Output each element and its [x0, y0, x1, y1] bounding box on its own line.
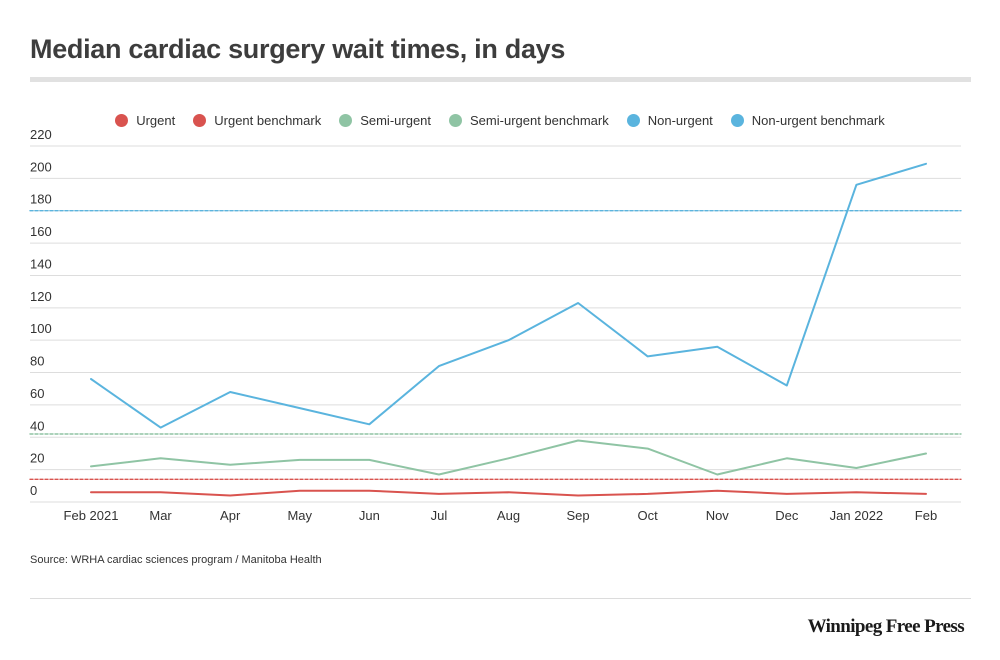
x-tick-label: Aug: [497, 508, 520, 523]
legend-item-non-urgent: Non-urgent: [626, 112, 713, 128]
y-tick-label: 100: [30, 321, 52, 336]
legend-label: Urgent: [136, 112, 176, 128]
legend-swatch: [449, 113, 463, 127]
legend-label: Semi-urgent: [360, 112, 432, 128]
x-tick-label: Nov: [706, 508, 730, 523]
y-tick-label: 0: [30, 483, 37, 498]
x-tick-label: May: [287, 508, 312, 523]
x-tick-label: Jun: [359, 508, 380, 523]
chart-title: Median cardiac surgery wait times, in da…: [30, 34, 566, 64]
y-tick-label: 20: [30, 451, 44, 466]
y-tick-label: 140: [30, 256, 52, 271]
y-tick-label: 160: [30, 224, 52, 239]
legend-label: Non-urgent benchmark: [751, 112, 885, 128]
source-note: Source: WRHA cardiac sciences program / …: [30, 554, 322, 566]
publisher-logo: Winnipeg Free Press: [807, 616, 965, 637]
series-line-non-urgent: [90, 162, 927, 429]
legend-label: Semi-urgent benchmark: [470, 112, 609, 128]
legend-item-non-urgent-benchmark: Non-urgent benchmark: [730, 112, 885, 128]
y-tick-label: 60: [30, 386, 44, 401]
chart-legend: Urgent Urgent benchmark Semi-urgent Semi-ur…: [0, 110, 1000, 130]
legend-swatch: [115, 113, 129, 127]
line-chart: 0 20 40 60 80 100 120 140 160 180 200 220 Feb 2021 M…: [29, 127, 962, 523]
x-tick-label: Apr: [220, 508, 241, 523]
legend-swatch: [626, 113, 640, 127]
y-tick-label: 80: [30, 354, 44, 369]
series-lines: [29, 162, 962, 497]
legend-item-urgent-benchmark: Urgent benchmark: [193, 113, 321, 128]
legend-label: Urgent benchmark: [214, 112, 322, 128]
y-tick-label: 220: [30, 127, 52, 142]
legend-item-urgent: Urgent: [115, 113, 175, 128]
x-axis: Feb 2021 Mar Apr May Jun Jul Aug Sep Oct Nov Dec Ja…: [64, 508, 938, 523]
x-tick-label: Oct: [638, 508, 659, 523]
legend-swatch: [730, 113, 744, 127]
title-divider: [30, 77, 971, 82]
x-tick-label: Sep: [567, 508, 590, 523]
x-tick-label: Jul: [431, 508, 448, 523]
y-tick-label: 120: [30, 289, 52, 304]
x-tick-label: Feb: [915, 508, 937, 523]
legend-swatch: [339, 113, 353, 127]
y-tick-label: 180: [30, 192, 52, 207]
x-tick-label: Dec: [775, 508, 799, 523]
legend-item-semi-urgent: Semi-urgent: [339, 113, 431, 128]
x-tick-label: Feb 2021: [64, 508, 119, 523]
y-tick-label: 200: [30, 159, 52, 174]
y-axis: 0 20 40 60 80 100 120 140 160 180 200 220: [30, 127, 52, 498]
grid-lines: [30, 145, 961, 503]
y-tick-label: 40: [30, 418, 44, 433]
x-tick-label: Jan 2022: [830, 508, 884, 523]
series-line-semi-urgent: [90, 439, 927, 476]
x-tick-label: Mar: [149, 508, 172, 523]
legend-item-semi-urgent-benchmark: Semi-urgent benchmark: [449, 113, 609, 128]
footer-divider: [30, 598, 971, 599]
legend-label: Non-urgent: [647, 112, 713, 128]
legend-swatch: [193, 113, 207, 127]
series-line-urgent: [90, 489, 927, 497]
